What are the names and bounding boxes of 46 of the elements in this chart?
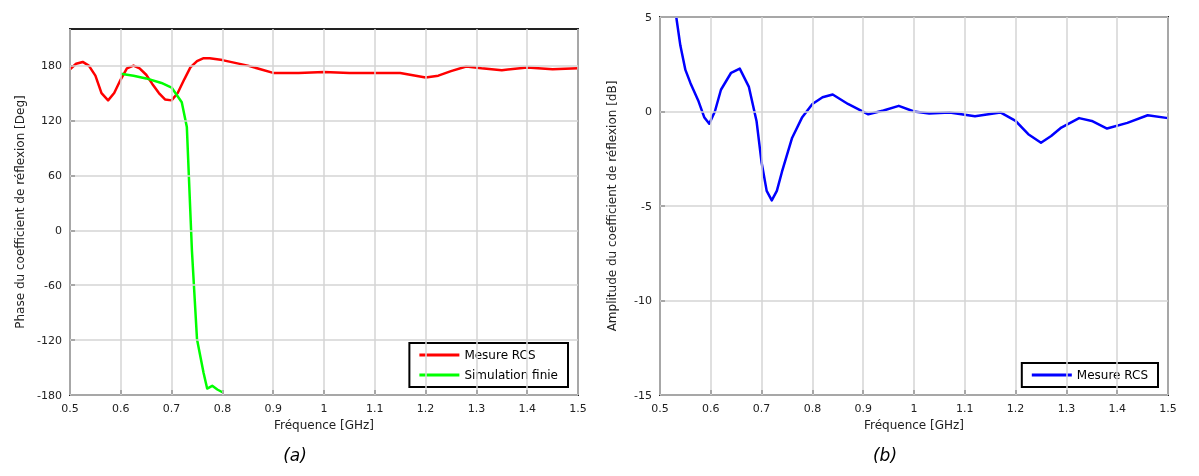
x-tick-label: 1.3	[467, 402, 486, 415]
text: (a)	[283, 444, 307, 465]
y-tick-label: 120	[41, 114, 62, 127]
legend-label: Simulation finie	[464, 368, 559, 382]
x-tick-label: 0.9	[264, 402, 282, 415]
y-axis-title: Phase du coefficient de réflexion [Deg]	[13, 95, 28, 329]
x-tick-label: 1.1	[956, 402, 974, 415]
x-tick-label: 0.6	[112, 402, 130, 415]
x-tick-label: 0.8	[213, 402, 232, 415]
x-tick-label: 1	[320, 402, 328, 415]
legend-label: Mesure RCS	[464, 348, 536, 362]
x-tick-label: 0.9	[854, 402, 872, 415]
y-tick-label: -10	[634, 294, 652, 307]
line-series	[68, 57, 580, 102]
x-tick-label: 1.1	[366, 402, 384, 415]
x-tick-label: 1.3	[1057, 402, 1076, 415]
x-axis-title: Fréquence [GHz]	[863, 417, 965, 432]
legend-label: Mesure RCS	[1076, 368, 1149, 382]
x-tick-label: 0.8	[803, 402, 822, 415]
y-tick-label: 180	[41, 59, 62, 73]
x-tick-label: 1.4	[518, 402, 536, 415]
x-tick-label: 0.5	[651, 402, 669, 415]
y-tick-label: -15	[634, 388, 652, 402]
x-axis-title: Fréquence [GHz]	[273, 417, 375, 432]
line-series	[675, 15, 1170, 202]
x-tick-label: 0.5	[61, 402, 79, 415]
x-tick-label: 1.4	[1108, 402, 1126, 415]
y-tick-label: 5	[645, 10, 652, 24]
x-tick-label: 0.7	[752, 402, 771, 415]
y-tick-label: -60	[44, 278, 62, 292]
x-tick-label: 1.2	[1006, 402, 1025, 415]
y-tick-label: -120	[37, 333, 62, 347]
y-tick-label: 60	[48, 168, 62, 182]
y-tick-label: 0	[645, 105, 652, 118]
y-tick-label: -180	[37, 388, 62, 402]
x-tick-label: 0.6	[702, 402, 720, 415]
x-tick-label: 1.5	[569, 402, 587, 415]
y-tick-label: -5	[641, 199, 652, 213]
y-tick-label: 0	[55, 223, 62, 237]
x-tick-label: 0.7	[162, 402, 181, 415]
line-series	[119, 72, 224, 394]
x-tick-label: 1.5	[1159, 402, 1177, 415]
y-axis-title: Amplitude du coefficient de réflexion [dB]	[605, 80, 619, 332]
text: (b)	[872, 444, 898, 465]
x-tick-label: 1.2	[416, 402, 435, 415]
x-tick-label: 1	[910, 402, 918, 415]
